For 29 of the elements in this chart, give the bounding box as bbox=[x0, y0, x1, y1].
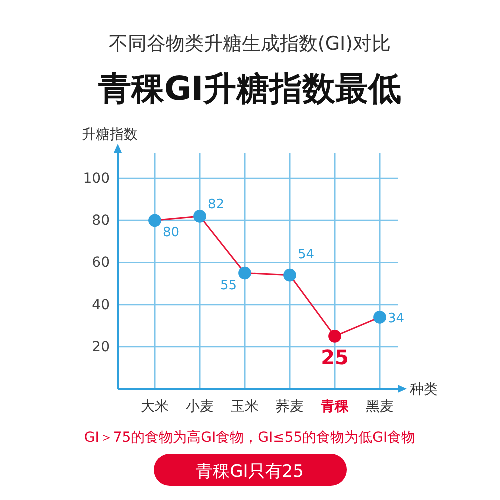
x-tick-label: 荞麦 bbox=[276, 398, 304, 415]
x-tick-label: 玉米 bbox=[231, 398, 259, 415]
y-axis-title: 升糖指数 bbox=[82, 127, 138, 143]
chart-title: 青稞GI升糖指数最低 bbox=[97, 69, 402, 108]
data-label: 25 bbox=[321, 345, 349, 370]
point bbox=[328, 330, 342, 343]
point bbox=[374, 311, 386, 324]
y-tick-label: 20 bbox=[92, 339, 110, 356]
x-axis-title: 种类 bbox=[410, 382, 438, 398]
point bbox=[238, 266, 252, 280]
y-tick-label: 80 bbox=[92, 213, 110, 230]
text: 青稞GI只有25 bbox=[196, 462, 304, 482]
y-tick-label: 40 bbox=[92, 297, 110, 314]
x-tick-label: 大米 bbox=[141, 398, 169, 415]
data-label: 80 bbox=[163, 226, 180, 241]
x-tick-label: 小麦 bbox=[186, 398, 214, 415]
x-tick-label: 青稞 bbox=[320, 398, 350, 415]
y-tick-label: 60 bbox=[92, 255, 110, 272]
y-tick-label: 100 bbox=[83, 171, 110, 188]
point bbox=[194, 210, 206, 223]
chart-subtitle: 不同谷物类升糖生成指数(GI)对比 bbox=[108, 33, 392, 55]
data-label: 54 bbox=[298, 247, 315, 262]
point bbox=[148, 214, 162, 228]
text: GI＞75的食物为高GI食物，GI≤55的食物为低GI食物 bbox=[84, 430, 416, 446]
point bbox=[284, 268, 296, 282]
x-tick-label: 黑麦 bbox=[366, 398, 394, 415]
data-label: 55 bbox=[220, 278, 237, 294]
data-label: 82 bbox=[208, 197, 225, 212]
data-label: 34 bbox=[388, 311, 405, 326]
